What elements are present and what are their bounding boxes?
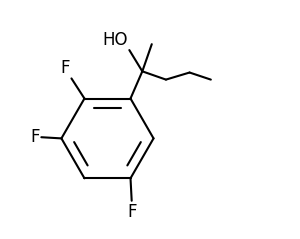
Text: HO: HO — [103, 31, 128, 49]
Text: F: F — [127, 203, 136, 221]
Text: F: F — [30, 128, 39, 146]
Text: F: F — [60, 59, 70, 77]
